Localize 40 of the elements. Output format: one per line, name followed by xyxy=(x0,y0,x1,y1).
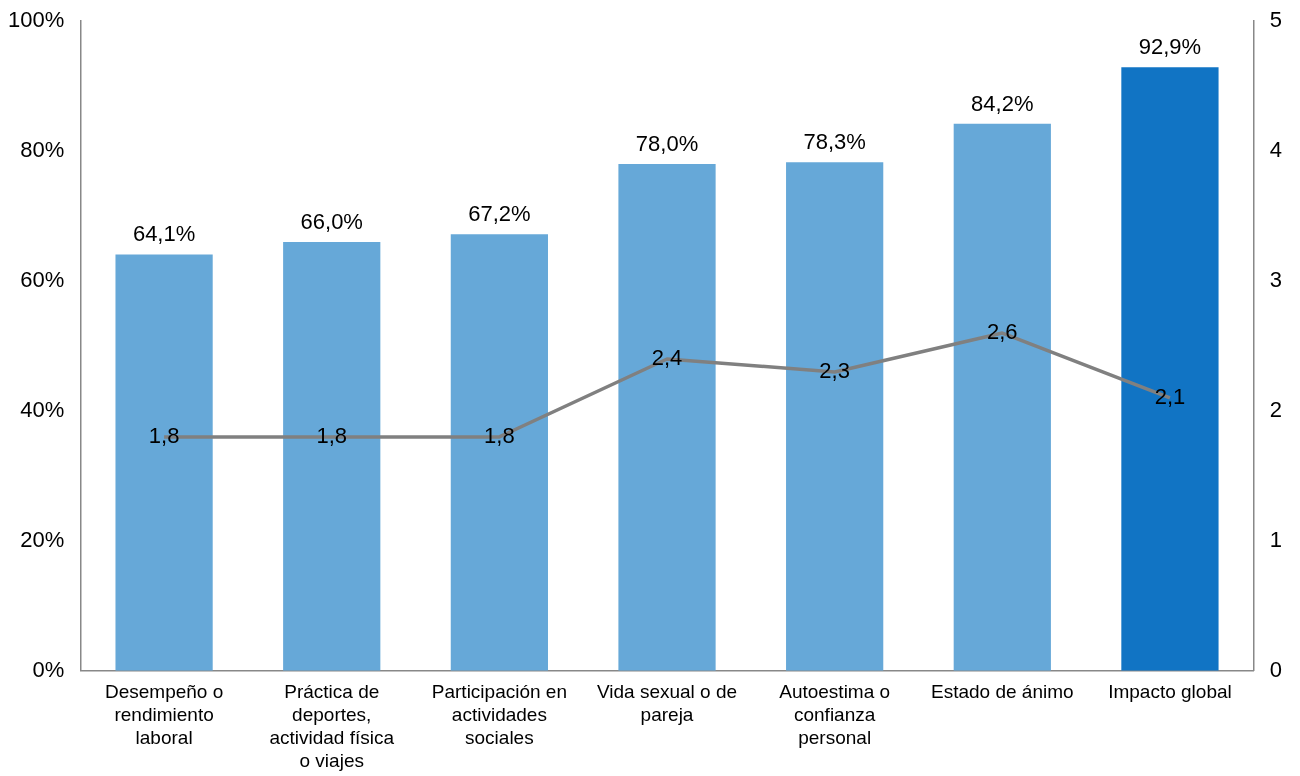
bar xyxy=(115,254,213,671)
data-label: 92,9% xyxy=(1138,34,1202,60)
x-tick-label: Estado de ánimo xyxy=(931,681,1074,703)
y-tick-label: 40% xyxy=(20,397,65,423)
data-label: 78,3% xyxy=(803,129,866,155)
bar xyxy=(953,123,1051,671)
data-label: 78,0% xyxy=(635,131,699,157)
data-label: 67,2% xyxy=(468,201,531,227)
y2-tick-label: 1 xyxy=(1269,526,1283,552)
bar xyxy=(450,234,548,671)
y-tick-label: 60% xyxy=(20,267,65,293)
bar xyxy=(1121,67,1219,671)
data-label: 2,4 xyxy=(651,345,683,371)
data-label: 84,2% xyxy=(971,90,1034,116)
x-tick-label: Autoestima o confianza personal xyxy=(779,681,891,749)
y2-tick-label: 5 xyxy=(1269,7,1283,33)
bar xyxy=(618,164,716,671)
y2-tick-label: 0 xyxy=(1269,656,1283,682)
y-tick-label: 80% xyxy=(20,137,65,163)
y2-tick-label: 3 xyxy=(1269,267,1283,293)
y2-tick-label: 4 xyxy=(1269,137,1283,163)
data-label: 1,8 xyxy=(484,423,515,449)
x-tick-label: Participación en actividades sociales xyxy=(431,681,567,749)
bar xyxy=(786,162,884,671)
data-label: 2,6 xyxy=(987,319,1018,345)
data-label: 1,8 xyxy=(148,423,180,449)
y-tick-label: 100% xyxy=(7,7,65,33)
data-label: 2,3 xyxy=(819,358,850,384)
y2-tick-label: 2 xyxy=(1269,397,1283,423)
bar xyxy=(283,242,381,671)
data-label: 64,1% xyxy=(132,221,196,247)
x-tick-label: Impacto global xyxy=(1108,681,1232,703)
x-tick-label: Vida sexual o de pareja xyxy=(596,681,738,726)
data-label: 2,1 xyxy=(1154,384,1186,410)
x-tick-label: Desempeño o rendimiento laboral xyxy=(104,681,224,749)
x-tick-label: Práctica de deportes, actividad física o viajes xyxy=(269,681,395,771)
y-tick-label: 0% xyxy=(32,656,65,682)
y-tick-label: 20% xyxy=(20,526,65,552)
data-label: 1,8 xyxy=(316,423,348,449)
data-label: 66,0% xyxy=(300,209,363,235)
